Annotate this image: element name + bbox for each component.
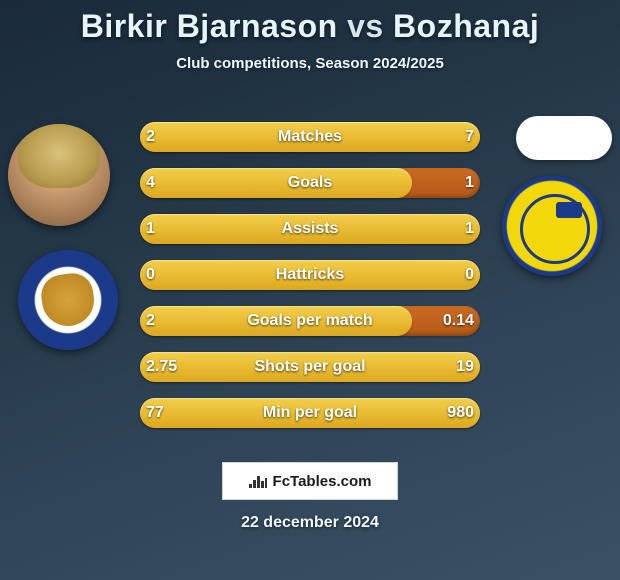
player1-photo [8,124,110,226]
page-title: Birkir Bjarnason vs Bozhanaj [0,8,620,45]
stats-block: 27Matches 41Goals 11Assists 00Hattricks 20.1… [140,122,480,444]
bar-chart-icon [249,474,267,488]
title-player1: Birkir Bjarnason [81,8,338,44]
stat-row: 00Hattricks [140,260,480,290]
stat-row: 77980Min per goal [140,398,480,428]
stat-row: 2.7519Shots per goal [140,352,480,382]
club2-badge [502,176,602,276]
player2-photo [516,116,612,160]
stat-label: Hattricks [140,260,480,290]
subtitle: Club competitions, Season 2024/2025 [0,55,620,72]
date-text: 22 december 2024 [0,514,620,532]
comparison-card: Birkir Bjarnason vs Bozhanaj Club compet… [0,0,620,580]
stat-label: Assists [140,214,480,244]
stat-row: 11Assists [140,214,480,244]
club1-badge [18,250,118,350]
stat-row: 27Matches [140,122,480,152]
stat-label: Shots per goal [140,352,480,382]
stat-label: Goals [140,168,480,198]
branding-text: FcTables.com [273,473,372,490]
stat-label: Matches [140,122,480,152]
stat-label: Min per goal [140,398,480,428]
stat-label: Goals per match [140,306,480,336]
branding-box: FcTables.com [222,462,398,500]
title-player2: Bozhanaj [393,8,539,44]
stat-row: 20.14Goals per match [140,306,480,336]
stat-row: 41Goals [140,168,480,198]
title-vs: vs [347,8,384,44]
